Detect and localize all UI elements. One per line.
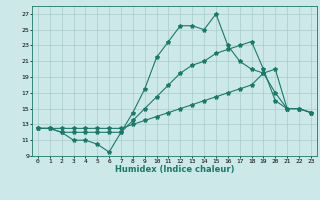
X-axis label: Humidex (Indice chaleur): Humidex (Indice chaleur) xyxy=(115,165,234,174)
